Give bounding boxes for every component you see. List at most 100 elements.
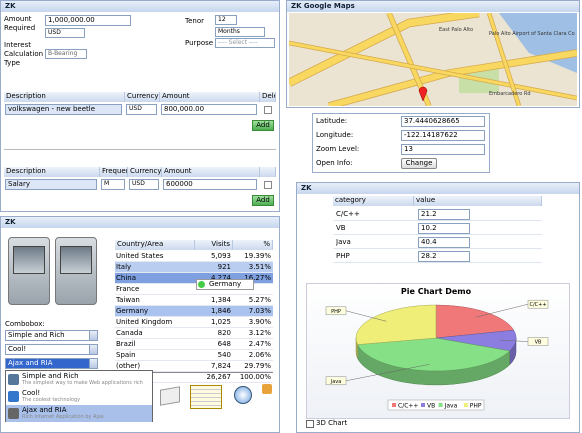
column-header: Currency bbox=[125, 92, 160, 102]
cell: Spain bbox=[116, 351, 136, 359]
select[interactable]: ---- Select ---- bbox=[215, 38, 275, 48]
table-row bbox=[115, 361, 273, 372]
cell: 19.39% bbox=[244, 252, 271, 260]
cell: China bbox=[116, 274, 136, 282]
label: Purpose bbox=[185, 39, 214, 47]
checkbox[interactable] bbox=[264, 181, 272, 189]
pie-chart: Pie Chart Demo C/C++ VB Java PHP C/C++ VB Java P… bbox=[325, 287, 549, 411]
select[interactable]: USD bbox=[45, 28, 85, 38]
cell-input[interactable]: USD bbox=[126, 104, 157, 115]
column-header bbox=[260, 167, 276, 177]
table-row bbox=[115, 273, 273, 284]
combobox[interactable]: Ajax and RIA bbox=[5, 358, 98, 369]
map-place: Embarcadero Rd bbox=[489, 91, 531, 97]
cell: 3.51% bbox=[248, 263, 271, 271]
label: Interest Calculation Type bbox=[4, 41, 44, 67]
table-row bbox=[115, 284, 273, 295]
icon bbox=[234, 386, 252, 404]
cell-input[interactable]: volkswagen - new beetle bbox=[5, 104, 122, 115]
add-button[interactable]: Add bbox=[252, 120, 274, 131]
field-label: Zoom Level: bbox=[316, 145, 360, 153]
cell: 2.06% bbox=[248, 351, 271, 359]
combobox-button[interactable] bbox=[89, 331, 97, 340]
label: Tenor bbox=[185, 17, 204, 25]
cell: (other) bbox=[116, 362, 141, 370]
cell: United States bbox=[116, 252, 164, 260]
pie-slice bbox=[357, 337, 511, 372]
table-row bbox=[115, 295, 273, 306]
combobox[interactable]: Cool! bbox=[5, 344, 98, 355]
checkbox[interactable] bbox=[264, 106, 272, 114]
field-input[interactable]: -122.14187622 bbox=[401, 130, 485, 141]
option-icon bbox=[8, 374, 19, 385]
map-place: Palo Alto Airport of Santa Clara Co bbox=[489, 31, 575, 37]
cell: 1,384 bbox=[210, 296, 231, 304]
cell-input[interactable]: 10.2 bbox=[418, 223, 470, 234]
column-header: % bbox=[233, 240, 273, 250]
pie-slice bbox=[435, 304, 515, 339]
column-header: Amount bbox=[162, 167, 260, 177]
cell: 29.79% bbox=[244, 362, 271, 370]
cell-input[interactable]: 600000 bbox=[163, 179, 257, 190]
cell: 4,274 bbox=[210, 274, 231, 282]
cell: VB bbox=[336, 224, 346, 232]
separator bbox=[4, 149, 276, 150]
input[interactable]: 1,000,000.00 bbox=[45, 15, 131, 26]
field-label: Longitude: bbox=[316, 131, 354, 139]
cell-input[interactable]: 40.4 bbox=[418, 237, 470, 248]
cell: 2.47% bbox=[248, 340, 271, 348]
checkbox[interactable] bbox=[306, 420, 314, 428]
map-marker bbox=[418, 86, 428, 102]
cell: 5.27% bbox=[248, 296, 271, 304]
change-button[interactable]: Change bbox=[401, 158, 437, 169]
cell: Brazil bbox=[116, 340, 136, 348]
legend-label: C/C++ bbox=[398, 403, 418, 410]
combobox-button[interactable] bbox=[89, 345, 97, 354]
slice-label-box bbox=[527, 299, 549, 309]
legend-label: Java bbox=[444, 403, 458, 410]
cell-input[interactable]: 800,000.00 bbox=[161, 104, 257, 115]
cell: 16.27% bbox=[244, 274, 271, 282]
option-desc: Rich Internet Application by Ajax bbox=[22, 414, 104, 420]
label: Amount Required bbox=[4, 15, 36, 32]
label-leader bbox=[345, 364, 430, 382]
cell: 100.00% bbox=[239, 373, 271, 381]
legend bbox=[387, 399, 485, 411]
panel-header: ZK bbox=[1, 1, 279, 12]
cell-input[interactable]: USD bbox=[129, 179, 159, 190]
combobox[interactable]: Simple and Rich bbox=[5, 330, 98, 341]
cell: 3.90% bbox=[248, 318, 271, 326]
select[interactable]: Months bbox=[215, 27, 265, 37]
column-header: Frequer bbox=[100, 167, 128, 177]
combobox-button[interactable] bbox=[89, 359, 97, 368]
cell: Taiwan bbox=[116, 296, 140, 304]
table-row bbox=[115, 251, 273, 262]
cell: Germany bbox=[116, 307, 149, 315]
cell-input[interactable]: 28.2 bbox=[418, 251, 470, 262]
slice-label-box bbox=[325, 306, 347, 316]
column-header: Country/Area bbox=[115, 240, 195, 250]
tooltip-icon bbox=[198, 281, 205, 288]
cell-input[interactable]: 21.2 bbox=[418, 209, 470, 220]
slice-label-box bbox=[325, 376, 347, 386]
add-button[interactable]: Add bbox=[252, 195, 274, 206]
field-input[interactable]: 37.4440628665 bbox=[401, 116, 485, 127]
checkbox-label: 3D Chart bbox=[316, 419, 348, 427]
column-header: Description bbox=[4, 92, 125, 102]
select[interactable]: 12 bbox=[215, 15, 237, 25]
cell: 1,846 bbox=[210, 307, 231, 315]
field-input[interactable]: 13 bbox=[401, 144, 485, 155]
cell: United Kingdom bbox=[116, 318, 173, 326]
cell-input[interactable]: M bbox=[101, 179, 125, 190]
column-header: Visits bbox=[195, 240, 233, 250]
table-row bbox=[115, 372, 273, 383]
cell: C/C++ bbox=[336, 210, 360, 218]
select[interactable]: B-Bearing bbox=[45, 49, 87, 59]
cell-input[interactable]: Salary bbox=[5, 179, 97, 190]
cell: 7.03% bbox=[248, 307, 271, 315]
cell: 921 bbox=[217, 263, 231, 271]
icon bbox=[190, 385, 222, 409]
dropdown-option[interactable] bbox=[6, 405, 152, 422]
option-label: Cool! bbox=[22, 389, 41, 397]
legend-swatch bbox=[463, 403, 468, 407]
